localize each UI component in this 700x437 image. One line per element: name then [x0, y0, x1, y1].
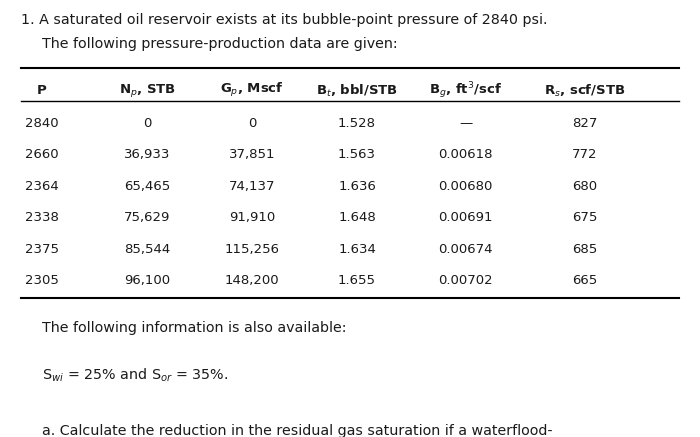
Text: 827: 827: [572, 117, 597, 130]
Text: 772: 772: [572, 148, 597, 161]
Text: 74,137: 74,137: [229, 180, 275, 193]
Text: 0.00702: 0.00702: [438, 274, 493, 287]
Text: —: —: [459, 117, 472, 130]
Text: 2375: 2375: [25, 243, 59, 256]
Text: P: P: [37, 84, 47, 97]
Text: 75,629: 75,629: [124, 211, 170, 224]
Text: 91,910: 91,910: [229, 211, 275, 224]
Text: 85,544: 85,544: [124, 243, 170, 256]
Text: G$_p$, Mscf: G$_p$, Mscf: [220, 81, 284, 100]
Text: 2840: 2840: [25, 117, 59, 130]
Text: 2305: 2305: [25, 274, 59, 287]
Text: 1.563: 1.563: [338, 148, 376, 161]
Text: 1.655: 1.655: [338, 274, 376, 287]
Text: 96,100: 96,100: [124, 274, 170, 287]
Text: R$_s$, scf/STB: R$_s$, scf/STB: [544, 83, 625, 98]
Text: 148,200: 148,200: [225, 274, 279, 287]
Text: 1.636: 1.636: [338, 180, 376, 193]
Text: 65,465: 65,465: [124, 180, 170, 193]
Text: 665: 665: [572, 274, 597, 287]
Text: 0: 0: [143, 117, 151, 130]
Text: 115,256: 115,256: [225, 243, 279, 256]
Text: 1.528: 1.528: [338, 117, 376, 130]
Text: N$_p$, STB: N$_p$, STB: [118, 82, 176, 99]
Text: 1. A saturated oil reservoir exists at its bubble-point pressure of 2840 psi.: 1. A saturated oil reservoir exists at i…: [21, 13, 547, 27]
Text: 36,933: 36,933: [124, 148, 170, 161]
Text: 0.00680: 0.00680: [438, 180, 493, 193]
Text: 0.00674: 0.00674: [438, 243, 493, 256]
Text: The following information is also available:: The following information is also availa…: [42, 321, 346, 335]
Text: 2660: 2660: [25, 148, 59, 161]
Text: 0: 0: [248, 117, 256, 130]
Text: 0.00691: 0.00691: [438, 211, 493, 224]
Text: B$_g$, ft$^3$/scf: B$_g$, ft$^3$/scf: [429, 80, 502, 101]
Text: 675: 675: [572, 211, 597, 224]
Text: The following pressure-production data are given:: The following pressure-production data a…: [42, 37, 398, 51]
Text: 685: 685: [572, 243, 597, 256]
Text: B$_t$, bbl/STB: B$_t$, bbl/STB: [316, 83, 398, 98]
Text: 0.00618: 0.00618: [438, 148, 493, 161]
Text: 2338: 2338: [25, 211, 59, 224]
Text: 37,851: 37,851: [229, 148, 275, 161]
Text: 2364: 2364: [25, 180, 59, 193]
Text: 1.648: 1.648: [338, 211, 376, 224]
Text: 680: 680: [572, 180, 597, 193]
Text: S$_{wi}$ = 25% and S$_{or}$ = 35%.: S$_{wi}$ = 25% and S$_{or}$ = 35%.: [42, 367, 228, 385]
Text: a. Calculate the reduction in the residual gas saturation if a waterflood-: a. Calculate the reduction in the residu…: [42, 424, 552, 437]
Text: 1.634: 1.634: [338, 243, 376, 256]
